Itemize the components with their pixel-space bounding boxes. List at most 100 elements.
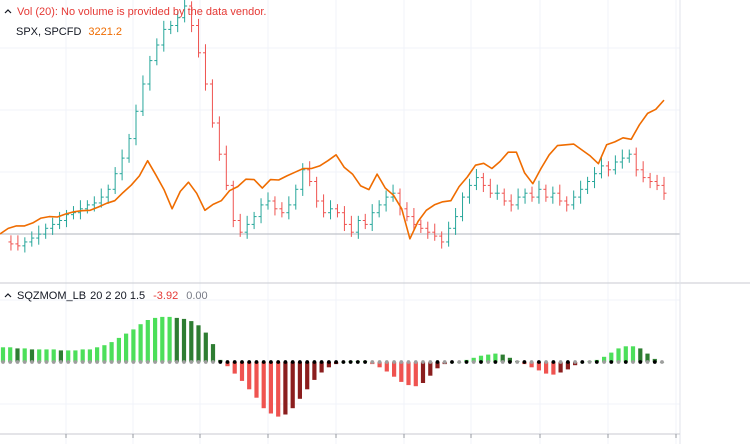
indicator-legend[interactable]: SQZMOM_LB 20 2 20 1.5 -3.92 0.00 [3, 290, 208, 302]
squeeze-dot [602, 360, 606, 364]
squeeze-dot [544, 360, 548, 364]
momentum-bar [486, 354, 491, 362]
squeeze-dot [623, 360, 628, 364]
squeeze-dot [189, 360, 194, 364]
momentum-bar [630, 346, 636, 363]
squeeze-dot [341, 360, 346, 364]
momentum-bar [435, 362, 440, 369]
momentum-bar [638, 348, 643, 363]
volume-legend[interactable]: Vol (20): No volume is provided by the d… [3, 6, 266, 18]
momentum-bar [420, 362, 426, 383]
momentum-bar [544, 362, 549, 374]
squeeze-dot [464, 360, 469, 364]
momentum-bar [73, 350, 78, 362]
squeeze-dot [609, 360, 614, 364]
momentum-bar [413, 362, 418, 387]
momentum-bar [406, 362, 411, 386]
squeeze-dot [638, 360, 643, 364]
momentum-bar [319, 362, 324, 373]
squeeze-dot [645, 360, 650, 364]
momentum-bar [312, 362, 317, 380]
squeeze-dot [15, 360, 20, 364]
squeeze-dot [594, 360, 599, 364]
squeeze-dot [51, 360, 56, 364]
squeeze-dot [399, 360, 404, 364]
momentum-bar [536, 362, 541, 371]
squeeze-dot [1, 360, 5, 364]
symbol-legend[interactable]: SPX, SPCFD 3221.2 [16, 26, 122, 38]
squeeze-dot [240, 360, 244, 364]
chevron-icon[interactable] [3, 7, 13, 17]
squeeze-dot [413, 360, 418, 364]
momentum-bar [51, 349, 56, 362]
momentum-bar [471, 357, 476, 362]
momentum-bar [160, 316, 165, 362]
squeeze-dot [247, 360, 252, 364]
momentum-bar [493, 353, 498, 362]
squeeze-dot [290, 360, 295, 364]
squeeze-dot [384, 360, 389, 364]
squeeze-dot [95, 360, 99, 364]
squeeze-dot [471, 360, 476, 364]
momentum-bar [0, 347, 6, 362]
squeeze-dot [283, 360, 288, 364]
momentum-bar [225, 362, 230, 367]
squeeze-dot [573, 360, 577, 364]
squeeze-dot [66, 360, 71, 364]
momentum-bar [247, 362, 252, 390]
squeeze-dot [22, 360, 27, 364]
squeeze-dot [232, 360, 237, 364]
momentum-bar [203, 332, 208, 362]
squeeze-dot [392, 360, 396, 364]
squeeze-dot [254, 360, 259, 364]
momentum-bar [399, 362, 404, 382]
squeeze-dot [261, 360, 266, 364]
momentum-bar [283, 362, 288, 415]
momentum-bar [623, 346, 628, 363]
squeeze-dot [174, 360, 179, 364]
momentum-bar [210, 344, 216, 362]
momentum-bar [609, 352, 614, 363]
squeeze-dot [551, 360, 556, 364]
chevron-icon[interactable] [3, 291, 13, 301]
squeeze-dot [167, 360, 172, 364]
indicator-value-2: 0.00 [186, 290, 208, 302]
squeeze-dot [102, 360, 107, 364]
momentum-bar [196, 325, 201, 363]
squeeze-dot [479, 360, 483, 364]
momentum-bar [478, 355, 484, 362]
squeeze-dot [312, 360, 317, 364]
squeeze-dot [566, 360, 570, 364]
momentum-bar [8, 347, 13, 362]
momentum-bar [124, 333, 129, 362]
momentum-bar [616, 348, 621, 363]
squeeze-dot [225, 360, 230, 364]
squeeze-dot [486, 360, 491, 364]
squeeze-dot [117, 360, 121, 364]
squeeze-dot [529, 360, 534, 364]
momentum-bar [305, 362, 310, 390]
indicator-params: 20 2 20 1.5 [90, 290, 146, 302]
momentum-bar [392, 362, 397, 377]
squeeze-dot [211, 360, 215, 364]
squeeze-dot [160, 360, 165, 364]
squeeze-dot [80, 360, 85, 364]
momentum-bar [428, 362, 433, 376]
indicator-name: SQZMOM_LB [17, 290, 87, 302]
squeeze-dot [131, 360, 136, 364]
squeeze-dot [327, 360, 331, 364]
momentum-bar [44, 349, 49, 362]
squeeze-dot [182, 360, 186, 364]
squeeze-dot [370, 360, 375, 364]
squeeze-dot [30, 360, 34, 364]
squeeze-dot [428, 360, 433, 364]
squeeze-dot [276, 360, 281, 364]
momentum-bar [290, 362, 295, 409]
price-line [0, 99, 665, 240]
momentum-bar [138, 324, 143, 362]
squeeze-dot [145, 360, 150, 364]
momentum-bar [529, 362, 534, 368]
indicator-value-1: -3.92 [153, 290, 179, 302]
momentum-bar [145, 320, 150, 362]
